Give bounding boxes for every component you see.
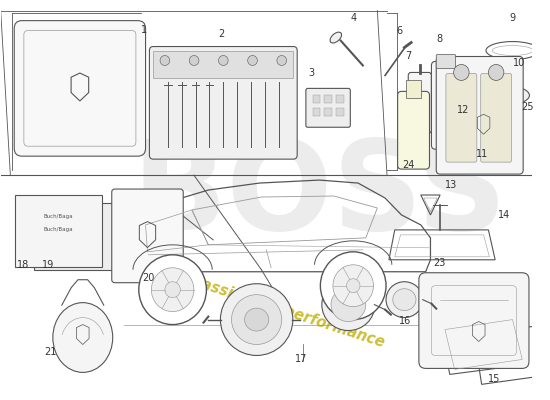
Text: 7: 7 (405, 52, 411, 62)
Text: a passion for performance: a passion for performance (175, 269, 387, 350)
FancyBboxPatch shape (436, 54, 455, 68)
Ellipse shape (232, 295, 282, 344)
Bar (312, 108, 320, 116)
Text: 10: 10 (513, 58, 525, 68)
Ellipse shape (499, 107, 515, 128)
Text: 4: 4 (350, 13, 356, 23)
Text: 25: 25 (521, 102, 534, 112)
Text: 6: 6 (397, 26, 403, 36)
Ellipse shape (386, 282, 423, 318)
Text: 2: 2 (218, 28, 225, 38)
FancyBboxPatch shape (15, 195, 102, 267)
Text: 23: 23 (433, 258, 446, 268)
Bar (312, 95, 320, 103)
Bar (324, 95, 332, 103)
Text: 11: 11 (476, 149, 488, 159)
Text: 17: 17 (295, 354, 307, 364)
Text: 18: 18 (17, 260, 29, 270)
FancyBboxPatch shape (398, 91, 430, 169)
Bar (153, 50, 293, 78)
Text: BOSS: BOSS (131, 134, 507, 256)
FancyBboxPatch shape (35, 203, 117, 270)
Text: Buch/Baga: Buch/Baga (44, 214, 74, 220)
Text: 13: 13 (445, 180, 457, 190)
Bar (336, 108, 344, 116)
Ellipse shape (467, 84, 530, 106)
Ellipse shape (331, 288, 366, 322)
Text: 12: 12 (456, 105, 469, 115)
FancyBboxPatch shape (419, 273, 529, 368)
Circle shape (333, 265, 373, 307)
FancyBboxPatch shape (306, 88, 350, 127)
Circle shape (346, 279, 360, 293)
FancyBboxPatch shape (431, 62, 460, 149)
FancyBboxPatch shape (408, 72, 431, 133)
Circle shape (454, 64, 469, 80)
Text: 21: 21 (44, 348, 57, 358)
Text: 1: 1 (141, 24, 147, 34)
FancyBboxPatch shape (112, 189, 183, 283)
Text: 8: 8 (436, 34, 442, 44)
Ellipse shape (330, 32, 342, 43)
Circle shape (248, 56, 257, 66)
Ellipse shape (393, 289, 416, 311)
Text: 14: 14 (498, 210, 510, 220)
Ellipse shape (221, 284, 293, 356)
Circle shape (320, 252, 386, 320)
Bar (324, 108, 332, 116)
Circle shape (160, 56, 170, 66)
FancyBboxPatch shape (481, 74, 512, 162)
FancyBboxPatch shape (150, 46, 297, 159)
Bar (336, 95, 344, 103)
Text: 20: 20 (142, 273, 155, 283)
Circle shape (488, 64, 504, 80)
Bar (406, 80, 421, 98)
FancyBboxPatch shape (446, 74, 477, 162)
Text: 9: 9 (510, 13, 516, 23)
Ellipse shape (322, 279, 375, 330)
Circle shape (165, 282, 180, 298)
Text: 15: 15 (488, 374, 501, 384)
FancyBboxPatch shape (14, 21, 146, 156)
Ellipse shape (53, 303, 113, 372)
Circle shape (218, 56, 228, 66)
Text: 24: 24 (403, 160, 415, 170)
Text: 19: 19 (42, 260, 54, 270)
Text: 16: 16 (399, 316, 411, 326)
Circle shape (189, 56, 199, 66)
Circle shape (139, 255, 206, 324)
FancyBboxPatch shape (436, 56, 523, 174)
Text: 3: 3 (309, 68, 315, 78)
Text: Buch/Baga: Buch/Baga (44, 227, 74, 232)
Ellipse shape (463, 98, 504, 153)
Circle shape (277, 56, 287, 66)
Ellipse shape (245, 308, 269, 331)
Circle shape (151, 268, 194, 312)
